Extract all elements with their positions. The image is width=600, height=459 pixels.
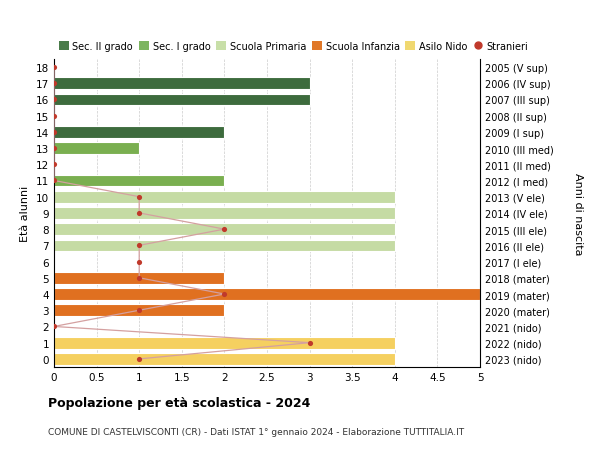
- Point: [134, 355, 144, 363]
- Bar: [54, 78, 310, 90]
- Point: [134, 274, 144, 282]
- Point: [220, 226, 229, 233]
- Point: [134, 194, 144, 201]
- Point: [134, 210, 144, 217]
- Text: COMUNE DI CASTELVISCONTI (CR) - Dati ISTAT 1° gennaio 2024 - Elaborazione TUTTIT: COMUNE DI CASTELVISCONTI (CR) - Dati IST…: [48, 427, 464, 436]
- Point: [134, 307, 144, 314]
- Bar: [54, 337, 395, 349]
- Point: [49, 64, 59, 72]
- Bar: [54, 224, 395, 235]
- Point: [220, 291, 229, 298]
- Bar: [54, 240, 395, 252]
- Y-axis label: Anni di nascita: Anni di nascita: [573, 172, 583, 255]
- Point: [305, 339, 314, 347]
- Bar: [54, 94, 310, 106]
- Point: [134, 242, 144, 250]
- Legend: Sec. II grado, Sec. I grado, Scuola Primaria, Scuola Infanzia, Asilo Nido, Stran: Sec. II grado, Sec. I grado, Scuola Prim…: [59, 42, 529, 52]
- Bar: [54, 175, 224, 187]
- Point: [49, 323, 59, 330]
- Point: [49, 145, 59, 152]
- Point: [49, 161, 59, 168]
- Bar: [54, 272, 224, 284]
- Point: [49, 177, 59, 185]
- Bar: [54, 353, 395, 365]
- Bar: [54, 143, 139, 155]
- Point: [49, 112, 59, 120]
- Point: [134, 258, 144, 266]
- Point: [49, 129, 59, 136]
- Bar: [54, 289, 480, 300]
- Point: [49, 80, 59, 88]
- Bar: [54, 207, 395, 219]
- Point: [49, 96, 59, 104]
- Text: Popolazione per età scolastica - 2024: Popolazione per età scolastica - 2024: [48, 396, 310, 409]
- Bar: [54, 305, 224, 316]
- Bar: [54, 127, 224, 138]
- Bar: [54, 191, 395, 203]
- Y-axis label: Età alunni: Età alunni: [20, 185, 31, 241]
